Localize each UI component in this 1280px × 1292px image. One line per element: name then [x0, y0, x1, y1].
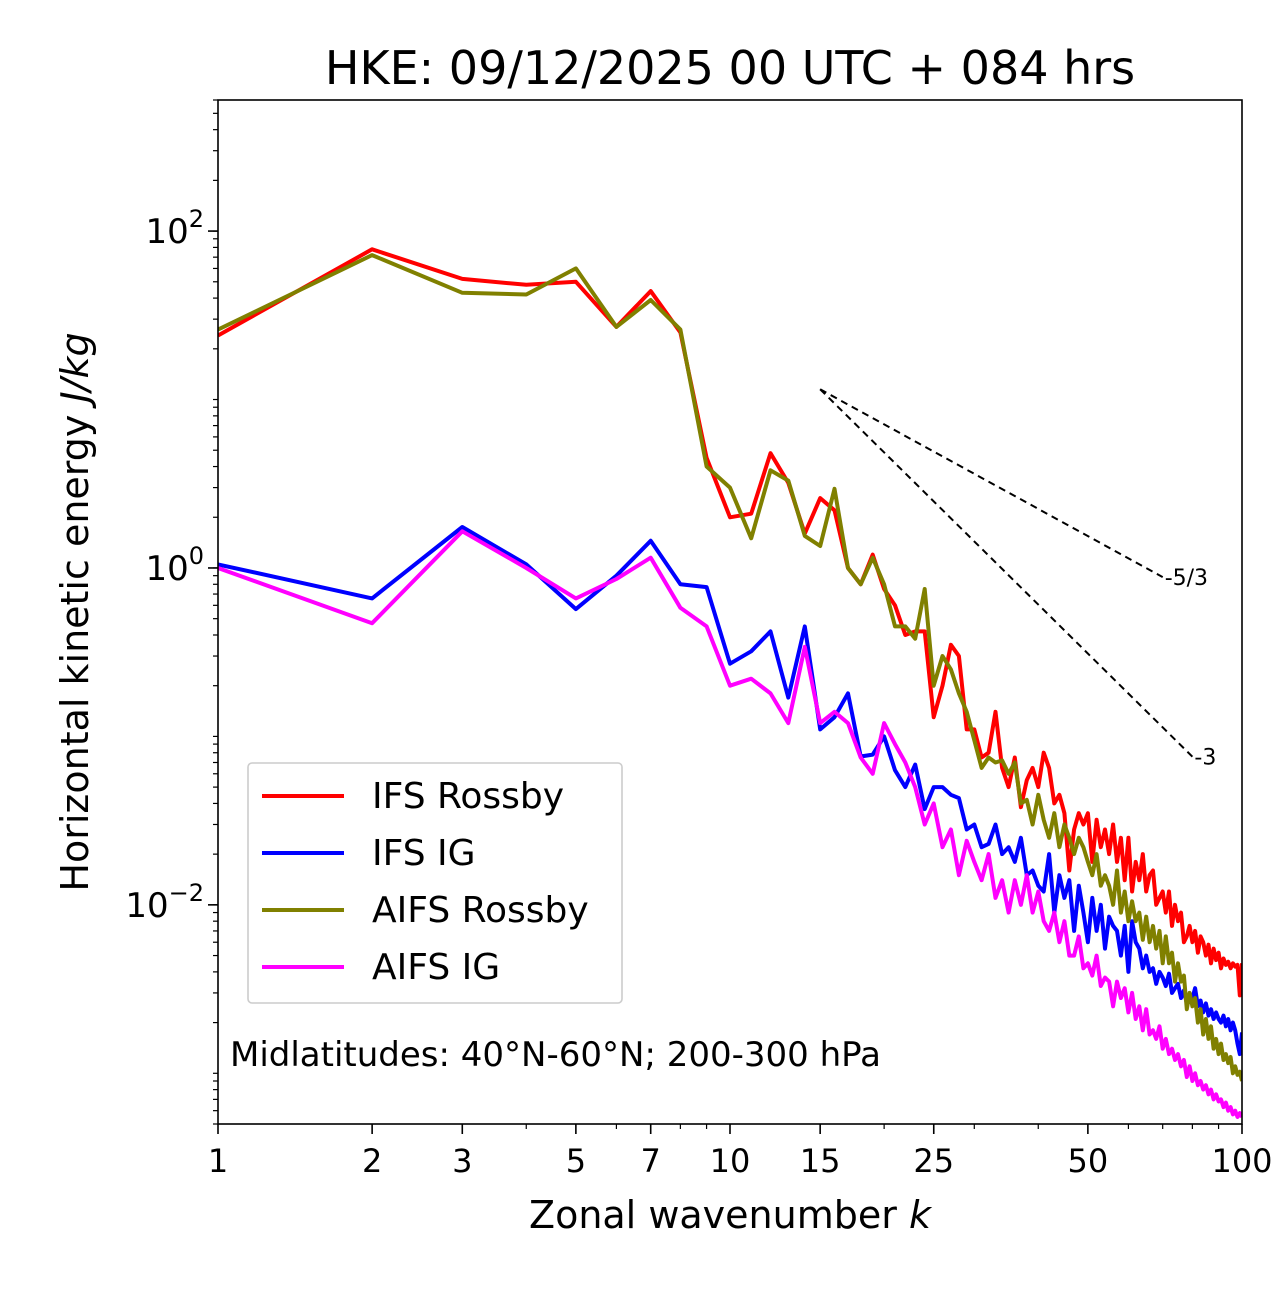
- y-tick-labels: 102 100 10−2: [125, 205, 204, 926]
- legend-frame: [247, 762, 623, 1004]
- x-tick-label: 3: [452, 1142, 472, 1180]
- series-line-aifs-ig: [218, 529, 1242, 1119]
- reference-slope-label: -5/3: [1165, 566, 1208, 591]
- reference-slopes: -5/3 -3: [819, 388, 1216, 771]
- reference-slope-line: [819, 388, 1164, 578]
- series-lines: [218, 247, 1242, 1119]
- x-tick-label: 10: [710, 1142, 751, 1180]
- axis-ticks: [208, 99, 1243, 1134]
- x-tick-label: 7: [641, 1142, 661, 1180]
- reference-slope-line: [819, 388, 1194, 758]
- legend-label: AIFS Rossby: [372, 890, 589, 931]
- x-tick-labels: 1 2 3 5 7 10 15 25 50 100: [208, 1142, 1273, 1180]
- x-tick-label: 50: [1068, 1142, 1109, 1180]
- x-tick-label: 100: [1211, 1142, 1272, 1180]
- reference-slope-label: -3: [1194, 746, 1216, 771]
- y-tick-label: 102: [145, 205, 204, 252]
- series-line-ifs-ig: [218, 525, 1242, 1057]
- x-tick-label: 5: [566, 1142, 586, 1180]
- y-tick-label: 10−2: [125, 879, 204, 926]
- region-annotation: Midlatitudes: 40°N-60°N; 200-300 hPa: [230, 1035, 881, 1075]
- y-axis-label: Horizontal kinetic energy J/kg: [53, 332, 97, 891]
- y-tick-label: 100: [145, 542, 204, 589]
- plot-frame: [217, 99, 1243, 1125]
- legend-label: IFS Rossby: [372, 776, 564, 817]
- legend-label: AIFS IG: [372, 947, 500, 988]
- x-tick-label: 1: [208, 1142, 228, 1180]
- x-tick-label: 25: [913, 1142, 954, 1180]
- series-line-aifs-rossby: [218, 253, 1242, 1082]
- x-tick-label: 2: [362, 1142, 382, 1180]
- x-tick-label: 15: [800, 1142, 841, 1180]
- x-axis-label: Zonal wavenumber k: [529, 1193, 933, 1237]
- legend-label: IFS IG: [372, 833, 476, 874]
- chart-title: HKE: 09/12/2025 00 UTC + 084 hrs: [325, 41, 1135, 95]
- legend: IFS Rossby IFS IG AIFS Rossby AIFS IG: [247, 762, 623, 1004]
